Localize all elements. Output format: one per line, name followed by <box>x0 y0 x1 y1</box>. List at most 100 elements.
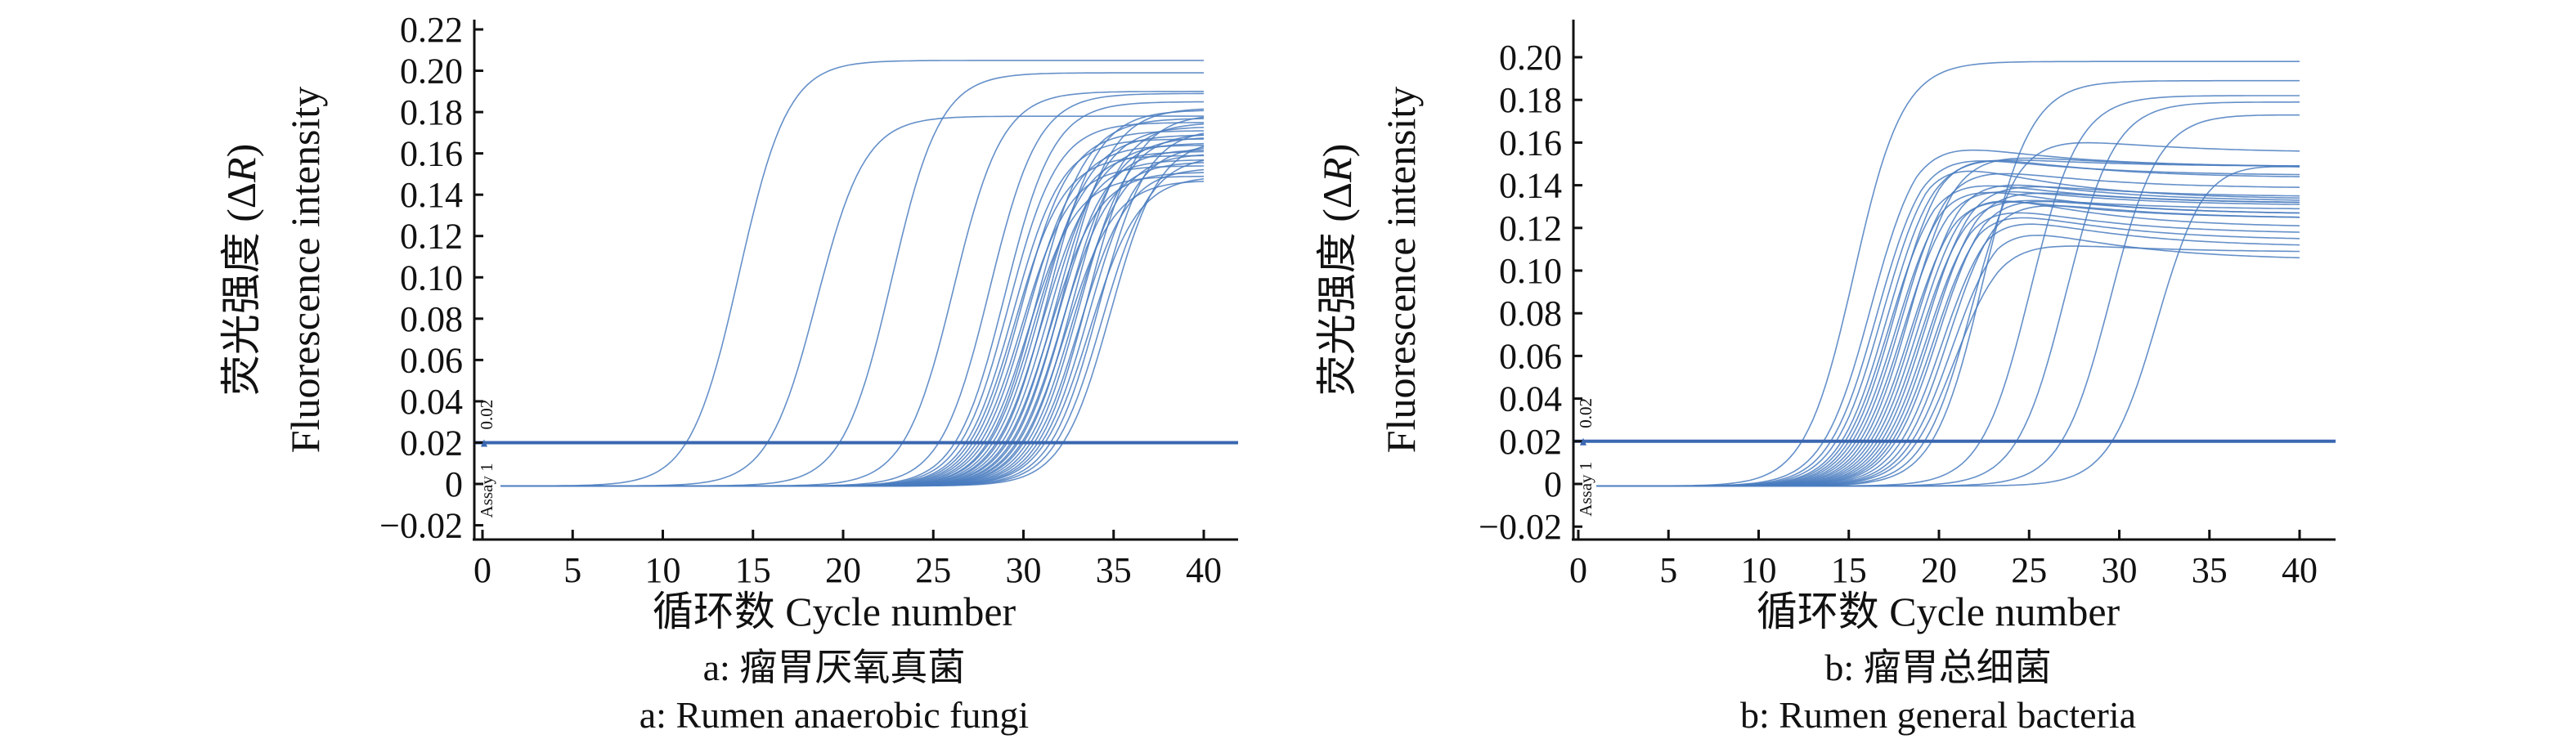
amplification-curve-9 <box>500 155 1205 487</box>
y-tick-label: 0.08 <box>400 299 463 339</box>
x-tick-label: 0 <box>473 550 491 590</box>
threshold-arrow-icon <box>481 439 487 447</box>
y-axis-title-cn: 荧光强度 (ΔR) <box>1314 144 1360 396</box>
amplification-curve-22 <box>1596 205 2300 487</box>
amplification-curve-18 <box>500 110 1205 487</box>
amplification-curve-23 <box>1596 235 2300 487</box>
y-tick-label: 0.08 <box>1499 293 1562 334</box>
threshold-label: Assay 1 <box>1576 462 1595 517</box>
y-tick-label: −0.02 <box>379 506 463 546</box>
amplification-curve-17 <box>1596 212 2300 487</box>
amplification-curve-30 <box>500 168 1205 487</box>
amplification-curve-4 <box>1596 170 2300 487</box>
x-tick-label: 10 <box>645 550 681 590</box>
amplification-curve-6 <box>500 101 1204 487</box>
y-tick-label: 0.22 <box>400 10 463 50</box>
x-tick-label: 25 <box>915 550 951 590</box>
x-axis-title: 循环数 Cycle number <box>1757 589 2120 634</box>
amplification-curve-36 <box>500 146 1205 487</box>
x-tick-label: 15 <box>1831 550 1867 590</box>
x-tick-label: 5 <box>1659 550 1677 590</box>
x-tick-label: 30 <box>2102 550 2138 590</box>
amplification-curve-27 <box>1596 95 2300 487</box>
x-tick-label: 40 <box>1186 550 1222 590</box>
y-tick-label: 0.12 <box>1499 208 1562 249</box>
y-tick-label: 0.04 <box>1499 379 1562 419</box>
x-tick-label: 15 <box>735 550 771 590</box>
y-tick-label: −0.02 <box>1479 507 1562 547</box>
y-tick-label: 0.20 <box>400 52 463 92</box>
y-title-cn-italic: R <box>218 157 264 183</box>
y-tick-label: 0.18 <box>1499 80 1562 120</box>
x-tick-label: 20 <box>825 550 861 590</box>
caption-en: a: Rumen anaerobic fungi <box>640 694 1029 736</box>
amplification-curve-14 <box>1596 200 2300 487</box>
threshold-arrow-icon <box>1580 437 1586 446</box>
amplification-curve-19 <box>500 142 1205 487</box>
amplification-curve-8 <box>500 138 1204 487</box>
amplification-curve-32 <box>500 147 1205 487</box>
y-tick-label: 0 <box>1544 464 1562 504</box>
amplification-curve-30 <box>1596 165 2300 487</box>
y-title-cn-close: ) <box>1314 144 1360 158</box>
amplification-curve-25 <box>500 137 1205 487</box>
x-axis-title: 循环数 Cycle number <box>653 589 1016 634</box>
y-axis-title-en: Fluorescence intensity <box>1378 87 1424 454</box>
y-tick-label: 0.02 <box>400 423 463 463</box>
threshold-value-label: 0.02 <box>1576 398 1595 428</box>
threshold-value-label: 0.02 <box>477 400 496 430</box>
y-axis-title-cn: 荧光强度 (ΔR) <box>218 144 264 396</box>
amplification-curves <box>500 60 1205 487</box>
amplification-curve-21 <box>1596 223 2300 487</box>
y-tick-label: 0.02 <box>1499 422 1562 462</box>
threshold-label: Assay 1 <box>477 463 496 517</box>
threshold-marker[interactable]: Assay 1 0.02 <box>477 400 496 518</box>
caption-cn: b: 瘤胃总细菌 <box>1824 647 2051 688</box>
amplification-curve-22 <box>500 149 1205 487</box>
x-tick-label: 20 <box>1921 550 1957 590</box>
y-title-cn-italic: R <box>1314 157 1360 183</box>
chart-panel-b: 0.200.180.160.140.120.100.080.060.040.02… <box>1314 20 2336 736</box>
amplification-curve-9 <box>1596 172 2300 487</box>
y-title-cn-text: 荧光强度 (Δ <box>218 182 264 396</box>
y-tick-label: 0.06 <box>400 340 463 380</box>
amplification-curve-7 <box>1596 159 2300 487</box>
amplification-curve-4 <box>500 91 1204 487</box>
amplification-curve-5 <box>1596 159 2300 487</box>
y-tick-label: 0.06 <box>1499 336 1562 376</box>
y-tick-label: 0.04 <box>400 382 463 422</box>
y-title-cn-text: 荧光强度 (Δ <box>1314 182 1360 396</box>
x-tick-label: 40 <box>2282 550 2318 590</box>
amplification-curve-1 <box>1596 60 2300 487</box>
amplification-curves <box>1596 60 2300 487</box>
y-tick-label: 0.16 <box>400 134 463 174</box>
amplification-curve-12 <box>500 145 1205 487</box>
x-tick-label: 35 <box>2192 550 2228 590</box>
y-title-cn-close: ) <box>218 144 264 158</box>
x-tick-label: 5 <box>563 550 581 590</box>
y-tick-label: 0.10 <box>400 258 463 298</box>
y-tick-label: 0.10 <box>1499 251 1562 291</box>
x-tick-label: 25 <box>2011 550 2047 590</box>
amplification-curve-15 <box>1596 199 2300 487</box>
x-tick-label: 0 <box>1569 550 1587 590</box>
y-tick-label: 0.20 <box>1499 38 1562 78</box>
y-tick-label: 0 <box>445 464 463 504</box>
caption-en: b: Rumen general bacteria <box>1740 694 2136 736</box>
x-tick-label: 10 <box>1741 550 1777 590</box>
y-tick-label: 0.14 <box>1499 166 1562 206</box>
x-tick-label: 30 <box>1006 550 1042 590</box>
caption-cn: a: 瘤胃厌氧真菌 <box>703 647 966 688</box>
x-tick-label: 35 <box>1096 550 1132 590</box>
amplification-curve-1 <box>500 60 1204 487</box>
chart-panel-a: 0.220.200.180.160.140.120.100.080.060.04… <box>218 10 1238 736</box>
y-tick-label: 0.18 <box>400 92 463 132</box>
amplification-curve-28 <box>1596 101 2300 487</box>
amplification-curve-28 <box>500 154 1205 487</box>
y-tick-label: 0.14 <box>400 175 463 215</box>
threshold-marker[interactable]: Assay 1 0.02 <box>1576 398 1595 517</box>
y-axis-title-en: Fluorescence intensity <box>282 87 328 454</box>
y-tick-label: 0.12 <box>400 217 463 257</box>
y-tick-label: 0.16 <box>1499 123 1562 163</box>
